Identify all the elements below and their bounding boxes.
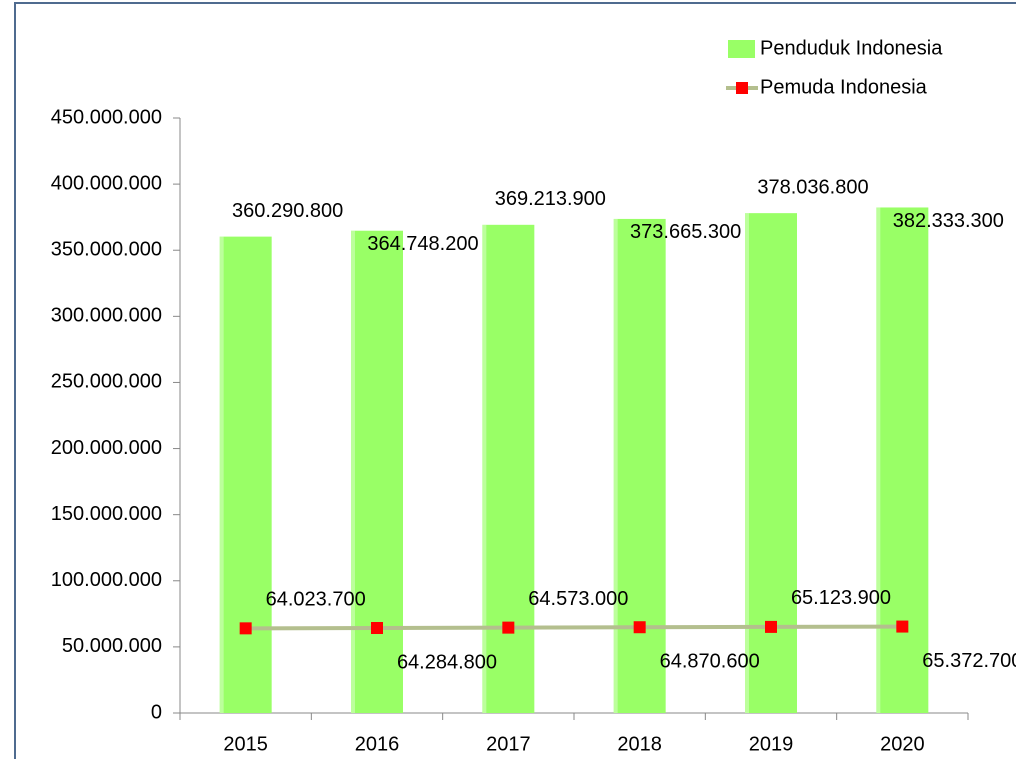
- line: [245, 624, 903, 631]
- line-value-label: 65.123.900: [791, 587, 891, 609]
- line-marker: [765, 620, 777, 633]
- y-tick-label: 0: [151, 701, 162, 723]
- legend-label: Penduduk Indonesia: [760, 37, 943, 59]
- chart-border: [14, 2, 1016, 759]
- x-tick-label: 2019: [749, 733, 794, 755]
- bar-shade: [482, 224, 487, 713]
- y-tick-label: 150.000.000: [51, 503, 162, 525]
- bar-value-label: 382.333.300: [893, 210, 1004, 232]
- y-tick-label: 200.000.000: [51, 437, 162, 459]
- bar-value-label: 369.213.900: [495, 188, 606, 210]
- y-tick-label: 400.000.000: [51, 172, 162, 194]
- bar: [876, 207, 929, 714]
- bar-value-label: 378.036.800: [757, 176, 868, 198]
- x-tick-label: 2017: [486, 733, 531, 755]
- bar-shade: [745, 213, 749, 713]
- line-marker: [633, 621, 646, 634]
- line-marker: [896, 620, 909, 633]
- legend-swatch: [728, 40, 755, 58]
- y-tick-label: 100.000.000: [51, 569, 162, 591]
- legend-marker: [736, 82, 748, 94]
- bar-shade: [613, 218, 618, 713]
- bar: [351, 230, 403, 714]
- x-tick-label: 2018: [617, 733, 662, 755]
- bar: [745, 213, 797, 713]
- line-marker: [371, 622, 383, 635]
- x-tick-label: 2016: [355, 733, 400, 755]
- y-tick-label: 300.000.000: [51, 305, 162, 327]
- bar: [219, 236, 272, 714]
- bar: [482, 224, 535, 713]
- line-value-label: 64.573.000: [528, 588, 628, 610]
- y-tick-label: 50.000.000: [62, 635, 162, 657]
- bar-shade: [876, 207, 881, 714]
- bar-shade: [351, 230, 355, 714]
- bar-value-label: 360.290.800: [232, 200, 343, 222]
- line-marker: [502, 621, 515, 634]
- legend-label: Pemuda Indonesia: [760, 76, 928, 98]
- bar: [613, 218, 666, 713]
- line-value-label: 64.284.800: [397, 651, 497, 673]
- line-marker: [239, 622, 252, 635]
- y-tick-label: 450.000.000: [51, 106, 162, 128]
- line-value-label: 65.372.700: [922, 650, 1016, 672]
- x-tick-label: 2015: [223, 733, 268, 755]
- y-tick-label: 250.000.000: [51, 371, 162, 393]
- bar-value-label: 364.748.200: [367, 233, 478, 255]
- line-value-label: 64.023.700: [266, 589, 366, 611]
- bar-shade: [219, 236, 224, 714]
- x-tick-label: 2020: [880, 733, 925, 755]
- bar-value-label: 373.665.300: [630, 221, 741, 243]
- y-tick-label: 350.000.000: [51, 239, 162, 261]
- line-value-label: 64.870.600: [660, 651, 760, 673]
